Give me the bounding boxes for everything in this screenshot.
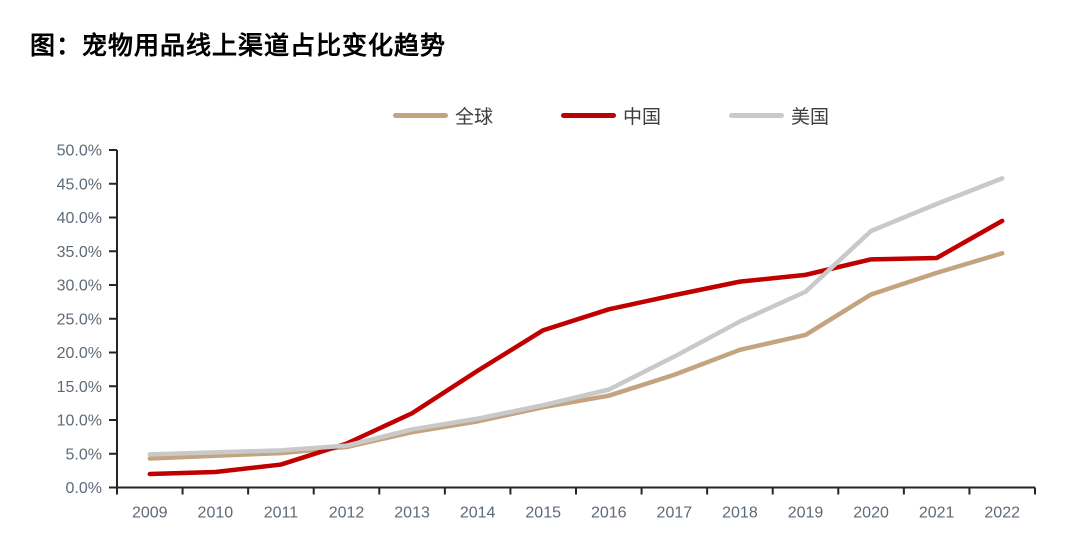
chart-legend: 全球 中国 美国 [393, 102, 829, 129]
x-axis-tick-label: 2015 [525, 505, 561, 522]
series-line-全球 [147, 251, 1005, 461]
series-line-中国 [147, 218, 1005, 477]
y-axis-tick-label: 10.0% [57, 413, 102, 430]
y-axis-tick-label: 20.0% [57, 345, 102, 362]
y-axis-tick-label: 0.0% [66, 480, 102, 497]
legend-swatch-global [393, 113, 448, 118]
y-axis-tick-label: 40.0% [57, 210, 102, 227]
legend-label-usa: 美国 [791, 107, 830, 128]
y-axis-tick-label: 25.0% [57, 311, 102, 328]
series-line-美国 [147, 176, 1005, 457]
x-axis-tick-label: 2009 [132, 505, 168, 522]
legend-label-global: 全球 [455, 107, 494, 128]
x-axis-tick-label: 2011 [264, 505, 299, 522]
y-axis-tick-label: 30.0% [57, 278, 102, 295]
x-axis-tick-label: 2019 [788, 505, 824, 522]
x-axis-tick-label: 2017 [657, 505, 693, 522]
legend-item-usa: 美国 [729, 102, 829, 129]
x-axis-tick-label: 2012 [329, 505, 365, 522]
x-axis-tick-label: 2021 [919, 505, 955, 522]
chart-title: 图：宠物用品线上渠道占比变化趋势 [30, 33, 447, 60]
x-axis-tick-label: 2010 [198, 505, 234, 522]
y-axis-tick-label: 45.0% [57, 176, 102, 193]
legend-swatch-usa [729, 113, 785, 118]
legend-label-china: 中国 [623, 107, 662, 128]
x-axis-tick-label: 2018 [722, 505, 758, 522]
x-axis-tick-label: 2016 [591, 505, 627, 522]
x-axis-tick-label: 2022 [984, 505, 1020, 522]
y-axis-tick-label: 15.0% [57, 379, 102, 396]
legend-swatch-china [561, 113, 617, 118]
x-axis-tick-label: 2020 [853, 505, 889, 522]
y-axis-tick-label: 50.0% [57, 143, 102, 160]
y-axis-tick-label: 5.0% [66, 446, 102, 463]
y-axis-tick-label: 35.0% [57, 244, 102, 261]
x-axis-tick-label: 2013 [394, 505, 430, 522]
x-axis-tick-label: 2014 [460, 505, 496, 522]
legend-item-china: 中国 [561, 102, 661, 129]
legend-item-global: 全球 [393, 102, 493, 129]
